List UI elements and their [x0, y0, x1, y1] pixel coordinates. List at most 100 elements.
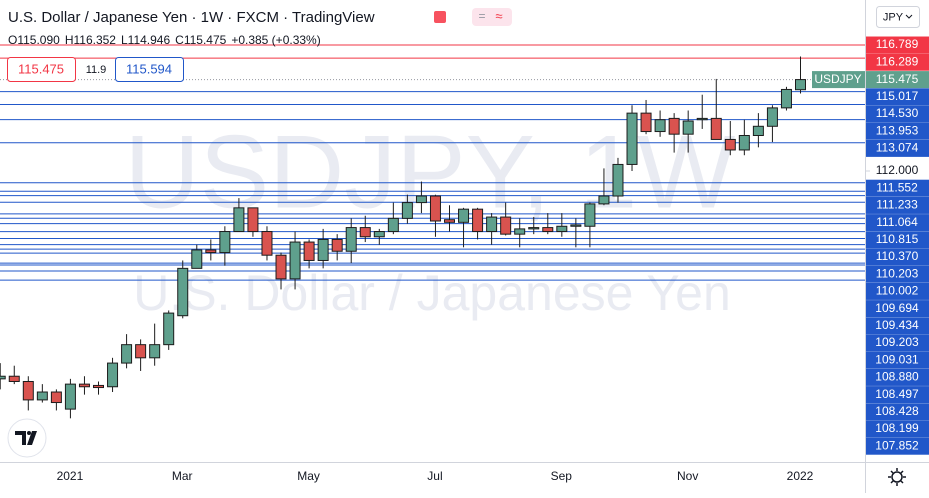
candle-body — [486, 216, 498, 233]
candle-body — [542, 227, 554, 233]
candle-body — [191, 249, 203, 269]
candle-body — [8, 375, 20, 382]
level-label: 113.953 — [876, 123, 919, 137]
level-label-box — [866, 196, 929, 214]
candle-body — [766, 107, 778, 127]
x-tick-label: May — [297, 469, 320, 483]
candle-body — [345, 227, 357, 252]
candle-body — [626, 112, 638, 165]
candle-body — [401, 202, 413, 219]
level-label-box — [866, 317, 929, 335]
candle-body — [261, 231, 273, 256]
candle-body — [696, 117, 708, 121]
symbol-tag-box — [812, 71, 865, 89]
gear-teeth — [888, 468, 906, 486]
dropdown-arrow — [905, 14, 913, 19]
level-label-box — [866, 368, 929, 386]
candle-body — [682, 120, 694, 135]
level-label: 110.370 — [876, 249, 919, 263]
level-label: 110.203 — [876, 266, 919, 280]
candle-body — [528, 227, 540, 230]
candle-body — [500, 216, 512, 235]
y-tick-label: 112.000 — [876, 163, 919, 177]
candle-body — [64, 383, 76, 410]
candle-body — [584, 203, 596, 227]
settings-button[interactable] — [888, 468, 906, 486]
candle-body — [331, 238, 343, 252]
x-tick-label: Mar — [172, 469, 193, 483]
flag-icon[interactable] — [434, 11, 446, 23]
level-label: 116.789 — [876, 37, 919, 51]
plot-area: USDJPY — [0, 44, 865, 419]
logo-badge — [7, 418, 47, 458]
level-label: 109.434 — [875, 318, 919, 332]
candle-body — [444, 219, 455, 223]
level-label: 108.497 — [875, 387, 919, 401]
candle-body — [247, 207, 259, 233]
level-label: 115.017 — [876, 89, 919, 103]
buy-button[interactable] — [115, 57, 184, 82]
compare-button[interactable] — [472, 8, 512, 26]
logo-mark — [15, 431, 37, 445]
candle-body — [373, 231, 385, 238]
level-label: 108.428 — [875, 404, 919, 418]
level-label-box — [866, 139, 929, 157]
candle-body — [107, 362, 119, 388]
candle-body — [472, 208, 484, 233]
logo-dot — [27, 431, 31, 435]
level-label: 114.530 — [876, 106, 919, 120]
level-label-box — [866, 282, 929, 300]
spread: 11.9 — [86, 64, 107, 76]
level-label: 110.815 — [876, 232, 919, 246]
level-label-box — [866, 105, 929, 123]
candle-body — [514, 228, 526, 235]
currency: JPY — [883, 11, 904, 23]
sell-button[interactable] — [7, 57, 76, 82]
watermark-name: U.S. Dollar / Japanese Yen — [133, 265, 731, 321]
candle-body — [275, 254, 287, 280]
candle-body — [135, 344, 147, 359]
level-label: 111.064 — [876, 215, 918, 229]
candle-body — [570, 224, 582, 227]
candle-body — [121, 344, 133, 364]
level-label-box — [866, 265, 929, 283]
candle-body — [640, 112, 652, 133]
candle-body — [163, 312, 175, 346]
candle-body — [0, 375, 6, 380]
level-label: 116.289 — [876, 54, 919, 68]
level-label: 113.074 — [876, 141, 919, 155]
ohlc-value: L114.946 — [121, 33, 170, 47]
currency-button[interactable] — [876, 6, 920, 28]
candle-body — [458, 208, 470, 223]
candle-body — [795, 79, 806, 91]
level-label-box — [866, 88, 929, 106]
level-label: 109.694 — [875, 301, 919, 315]
candle-body — [556, 225, 568, 233]
candle-body — [149, 344, 161, 359]
level-label-box — [866, 403, 929, 421]
candle-body — [303, 241, 315, 261]
level-label-box — [866, 437, 929, 455]
level-label: 108.880 — [875, 370, 919, 384]
level-label: 109.203 — [875, 335, 919, 349]
candle-body — [654, 119, 666, 133]
compare-icon: ≈ — [495, 8, 502, 23]
candle-body — [177, 267, 189, 317]
level-label: 110.002 — [876, 284, 919, 298]
ohlc-value: C115.475 — [175, 33, 226, 47]
symbol-tag: USDJPY — [814, 72, 861, 86]
level-label: 108.199 — [875, 421, 919, 435]
candle-body — [219, 231, 231, 254]
gear-ring — [891, 471, 903, 483]
x-tick-label: Jul — [427, 469, 442, 483]
candle-body — [415, 195, 427, 204]
level-label-box — [866, 231, 929, 249]
level-label-box — [866, 334, 929, 352]
chart-title: U.S. Dollar / Japanese Yen · 1W · FXCM ·… — [8, 9, 375, 26]
level-label-box — [866, 36, 929, 54]
candle-body — [50, 391, 62, 404]
candle-body — [612, 163, 624, 197]
candle-body — [429, 195, 441, 222]
